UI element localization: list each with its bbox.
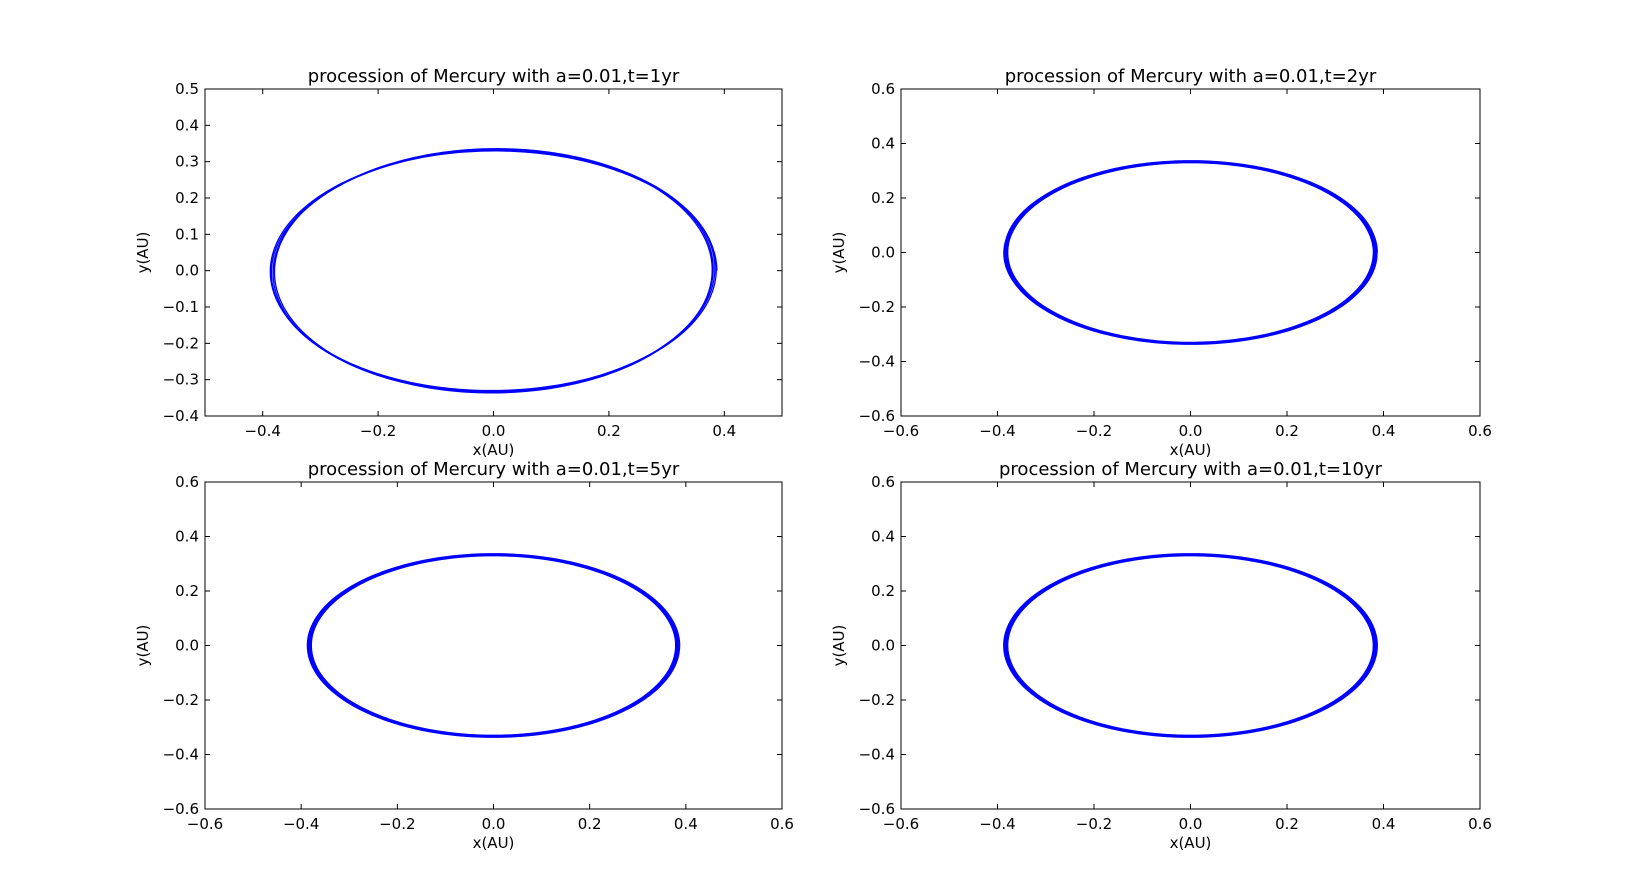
x-tick-label: 0.2 [1275,422,1299,440]
y-tick-label: −0.4 [163,407,199,425]
axes-frame [204,88,783,417]
x-tick-label: 0.2 [578,815,602,833]
x-tick-label: 0.4 [1372,815,1396,833]
y-tick-label: 0.6 [871,473,895,491]
x-tick-label: 0.2 [1275,815,1299,833]
chart-title: procession of Mercury with a=0.01,t=10yr [999,459,1383,480]
subplot-2: −0.6 −0.4 −0.2 0.0 0.2 0.4 0.6 −0.6 −0.4 −0.2 0.0 0… [830,66,1492,459]
y-tick-label: 0.0 [871,637,895,655]
x-tick-label: 0.0 [482,422,506,440]
x-tick-label: 0.0 [1179,422,1203,440]
y-tick-label: −0.2 [163,691,199,709]
y-tick-label: 0.2 [871,189,895,207]
chart-title: procession of Mercury with a=0.01,t=1yr [308,66,680,87]
x-tick-label: −0.4 [283,815,319,833]
y-tick-label: 0.4 [175,116,199,134]
axes-frame [900,481,1481,810]
x-tick-label: −0.2 [379,815,415,833]
series-orbit [306,553,681,738]
x-tick-label: −0.6 [187,815,223,833]
series-orbit [269,148,718,394]
axes-frame [900,88,1481,417]
y-tick-label: −0.4 [163,746,199,764]
subplot-3: −0.6 −0.4 −0.2 0.0 0.2 0.4 0.6 −0.6 −0.4 −0.2 0.0 0… [134,459,794,852]
x-axis-label: x(AU) [1170,441,1212,459]
x-tick-label: −0.2 [1076,422,1112,440]
y-axis-label: y(AU) [830,232,848,274]
y-axis-label: y(AU) [830,625,848,667]
y-tick-label: 0.2 [175,189,199,207]
x-tick-label: 0.4 [712,422,736,440]
y-tick-label: 0.0 [175,262,199,280]
y-tick-label: −0.2 [859,691,895,709]
y-tick-label: 0.2 [871,582,895,600]
y-tick-label: −0.1 [163,298,199,316]
x-tick-label: 0.6 [1468,815,1492,833]
y-tick-label: −0.3 [163,371,199,389]
x-axis-label: x(AU) [473,441,515,459]
y-tick-label: −0.4 [859,746,895,764]
x-tick-label: 0.0 [482,815,506,833]
x-tick-label: 0.2 [597,422,621,440]
x-tick-label: 0.0 [1179,815,1203,833]
x-tick-label: 0.6 [770,815,794,833]
x-tick-label: −0.2 [360,422,396,440]
y-tick-label: 0.1 [175,225,199,243]
chart-title: procession of Mercury with a=0.01,t=2yr [1005,66,1377,87]
subplot-1: −0.4 −0.2 0.0 0.2 0.4 −0.4 −0.3 −0.2 −0.1 0.0 0.1 0… [134,66,783,459]
x-axis-label: x(AU) [473,834,515,852]
y-tick-label: 0.0 [871,244,895,262]
y-tick-label: −0.6 [859,800,895,818]
axes-frame [204,481,783,810]
y-tick-label: −0.2 [859,298,895,316]
y-axis-label: y(AU) [134,232,152,274]
x-axis-label: x(AU) [1170,834,1212,852]
series-orbit [1003,553,1378,738]
y-tick-label: −0.6 [859,407,895,425]
y-tick-label: −0.6 [163,800,199,818]
series-orbit [1003,160,1378,345]
x-tick-label: 0.4 [1372,422,1396,440]
x-tick-label: −0.6 [883,422,919,440]
x-tick-label: −0.2 [1076,815,1112,833]
y-tick-label: 0.4 [175,528,199,546]
y-axis-label: y(AU) [134,625,152,667]
y-tick-label: −0.2 [163,334,199,352]
x-tick-label: 0.4 [674,815,698,833]
y-tick-label: 0.3 [175,153,199,171]
y-tick-label: −0.4 [859,353,895,371]
x-tick-label: 0.6 [1468,422,1492,440]
x-tick-label: −0.4 [244,422,280,440]
x-tick-label: −0.6 [883,815,919,833]
x-tick-label: −0.4 [979,422,1015,440]
y-tick-label: 0.0 [175,637,199,655]
y-tick-label: 0.4 [871,135,895,153]
y-tick-label: 0.6 [175,473,199,491]
y-tick-label: 0.5 [175,80,199,98]
y-tick-label: 0.6 [871,80,895,98]
subplot-4: −0.6 −0.4 −0.2 0.0 0.2 0.4 0.6 −0.6 −0.4 −0.2 0.0 0… [830,459,1492,852]
chart-title: procession of Mercury with a=0.01,t=5yr [308,459,680,480]
y-tick-label: 0.2 [175,582,199,600]
y-tick-label: 0.4 [871,528,895,546]
x-tick-label: −0.4 [979,815,1015,833]
